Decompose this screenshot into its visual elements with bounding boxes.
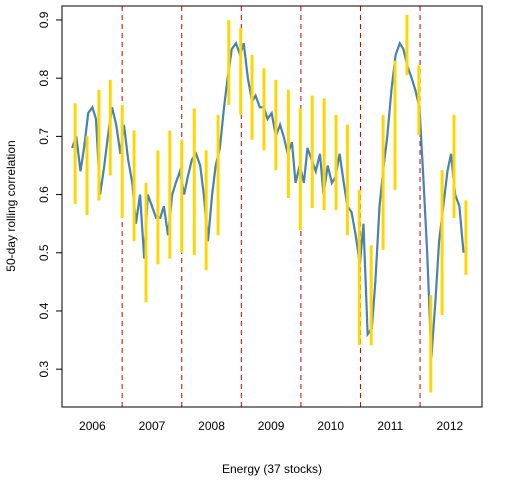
y-tick-label: 0.4 <box>37 302 51 319</box>
x-tick-label: 2006 <box>79 419 106 433</box>
y-tick-label: 0.9 <box>37 11 51 28</box>
correlation-line <box>71 40 465 358</box>
y-tick-label: 0.5 <box>37 244 51 261</box>
x-axis-label: Energy (37 stocks) <box>222 462 322 476</box>
y-tick-label: 0.6 <box>37 186 51 203</box>
y-tick-label: 0.8 <box>37 70 51 87</box>
y-tick-label: 0.3 <box>37 361 51 378</box>
y-tick-label: 0.7 <box>37 128 51 145</box>
x-tick-label: 2011 <box>377 419 403 433</box>
x-tick-label: 2008 <box>198 419 225 433</box>
x-tick-label: 2009 <box>258 419 285 433</box>
x-tick-label: 2007 <box>139 419 166 433</box>
plot-frame <box>61 5 483 408</box>
y-axis-label: 50-day rolling correlation <box>4 140 18 271</box>
x-tick-label: 2010 <box>317 419 344 433</box>
x-tick-label: 2012 <box>436 419 463 433</box>
